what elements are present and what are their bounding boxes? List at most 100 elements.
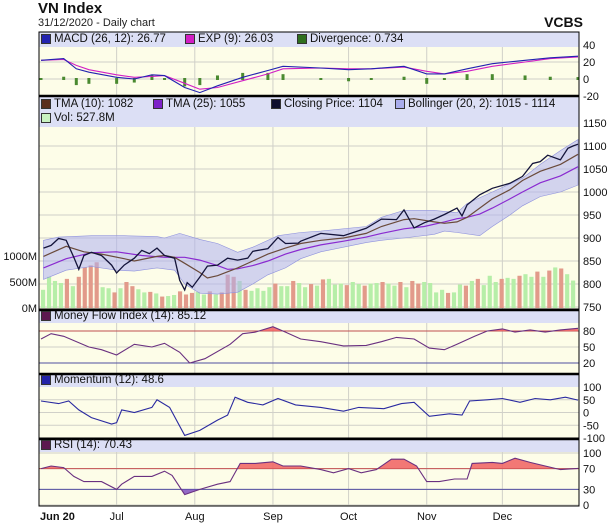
x-tick-label: Aug (185, 511, 205, 523)
rsi-line (40, 457, 579, 496)
volume-bar (94, 262, 99, 308)
legend-label: Divergence: 0.734 (310, 33, 404, 45)
legend-label: MACD (26, 12): 26.77 (54, 33, 166, 45)
y-tick-label: 50 (583, 342, 595, 354)
legend-macd: MACD (26, 12): 26.77 (41, 33, 166, 45)
volume-bar (553, 267, 558, 308)
volume-bar (219, 292, 224, 308)
macd-legend: MACD (26, 12): 26.77 EXP (9): 26.03 Dive… (39, 33, 579, 47)
divergence-bar (281, 74, 285, 80)
swatch-rsi (41, 440, 51, 450)
y-tick-label: 40 (583, 40, 595, 52)
volume-bar (547, 270, 552, 308)
volume-bar (374, 283, 379, 308)
y-tick-label: 1000 (583, 187, 607, 199)
y-tick-label: 900 (583, 233, 601, 245)
volume-bar (422, 282, 427, 308)
x-tick-label: Nov (417, 511, 437, 523)
volume-bar (52, 280, 58, 308)
mfi-legend: Money Flow Index (14): 85.12 (39, 310, 579, 323)
legend-divergence: Divergence: 0.734 (297, 33, 403, 45)
divergence-bar (425, 78, 429, 84)
y-tick-label: 100 (583, 382, 601, 394)
volume-bar (469, 280, 474, 308)
volume-bar (166, 296, 171, 308)
volume-bar (541, 276, 546, 308)
macd-line (40, 55, 579, 94)
legend-label: TMA (25): 1055 (166, 98, 246, 110)
volume-bar (136, 289, 141, 308)
y-tick-label: 1050 (583, 164, 607, 176)
y-tick-label: 850 (583, 256, 601, 268)
tma25-line (43, 166, 579, 270)
volume-bar (46, 276, 52, 308)
x-tick-label: Jul (110, 511, 124, 523)
volume-bar (82, 267, 87, 308)
volume-bar (326, 278, 332, 308)
volume-bar (243, 289, 248, 308)
volume-bar (434, 292, 439, 308)
legend-exp: EXP (9): 26.03 (185, 33, 273, 45)
y-tick-label: 800 (583, 279, 601, 291)
x-tick-label: Oct (340, 511, 357, 523)
momentum-legend-band (39, 374, 579, 387)
rsi-legend: RSI (14): 70.43 (39, 439, 579, 452)
volume-bar (571, 280, 576, 308)
y-tick-label: -100 (583, 433, 605, 445)
x-tick-label: Sep (263, 511, 283, 523)
volume-bar (160, 296, 165, 308)
volume-bar (106, 288, 111, 308)
divergence-bar (465, 74, 469, 80)
volume-bar (517, 275, 522, 308)
volume-bar (368, 283, 373, 308)
volume-bar (201, 294, 206, 308)
volume-bar (172, 295, 177, 308)
legend-volume: Vol: 527.8M (41, 112, 115, 124)
y-tick-label: 100 (583, 448, 601, 460)
volume-bar (183, 294, 189, 308)
volume-bar (529, 276, 534, 308)
legend-bollinger: Bollinger (20, 2): 1015 - 1114 (395, 98, 555, 110)
swatch-mfi (41, 311, 51, 321)
y-tick-label: 50 (583, 395, 595, 407)
swatch-macd (41, 34, 51, 44)
y-tick-label: 1150 (583, 118, 607, 130)
divergence-bar (163, 78, 167, 80)
brand-label: VCBS (544, 14, 583, 30)
legend-label: Bollinger (20, 2): 1015 - 1114 (408, 98, 556, 110)
volume-bar (457, 284, 463, 308)
volume-bar (189, 292, 195, 308)
y-tick-label: 20 (583, 358, 595, 370)
y-tick-label: -50 (583, 420, 599, 432)
volume-bar (344, 285, 349, 308)
volume-bar (350, 282, 355, 308)
divergence-bar (319, 78, 323, 80)
volume-tick-label: 0M (22, 303, 37, 315)
volume-tick-label: 500M (9, 277, 37, 289)
divergence-bar (402, 76, 406, 80)
y-tick-label: 80 (583, 326, 595, 338)
volume-bar (565, 274, 570, 308)
volume-bar (142, 292, 147, 308)
rsi-overbought-fill (41, 458, 578, 469)
volume-bar (481, 285, 486, 308)
volume-bar (124, 282, 129, 308)
divergence-bar (490, 74, 494, 80)
divergence-bar (215, 75, 219, 80)
volume-bar (314, 285, 320, 308)
chart-subtitle: 31/12/2020 - Daily chart (38, 17, 155, 29)
legend-mfi: Money Flow Index (14): 85.12 (41, 310, 206, 322)
volume-bar (535, 271, 540, 308)
swatch-close (271, 99, 281, 109)
volume-bar (511, 278, 516, 308)
volume-bar (338, 283, 343, 308)
volume-bar (70, 286, 75, 308)
volume-bar (195, 291, 200, 308)
y-tick-label: -20 (583, 91, 599, 103)
legend-momentum: Momentum (12): 48.6 (41, 374, 164, 386)
y-tick-label: 70 (583, 464, 595, 476)
volume-bar (291, 280, 296, 308)
volume-bar (88, 265, 93, 308)
legend-tma10: TMA (10): 1082 (41, 98, 133, 110)
